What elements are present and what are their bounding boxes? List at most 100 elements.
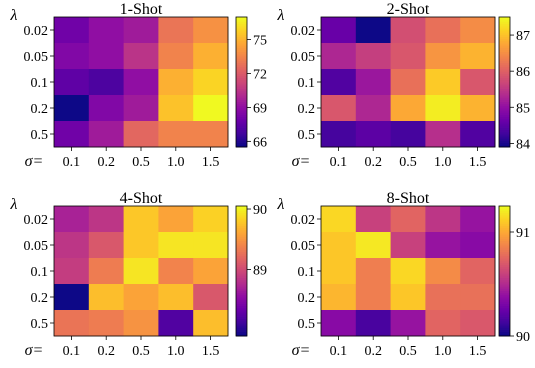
colorbar-segment [499, 316, 510, 320]
heatmap-cell [355, 284, 391, 311]
colorbar-segment [499, 69, 510, 72]
heatmap-cell [425, 232, 461, 259]
colorbar-segment [499, 38, 510, 42]
colorbar-segment [499, 142, 510, 146]
colorbar-segment [236, 327, 247, 330]
colorbar-segment [236, 258, 247, 261]
colorbar-segment [236, 116, 247, 120]
colorbar-tick-label: 66 [253, 135, 267, 150]
colorbar-segment [236, 223, 247, 226]
colorbar-segment [236, 45, 247, 48]
x-tick-label: 0.2 [364, 344, 382, 359]
colorbar-segment [236, 121, 247, 124]
colorbar-segment [499, 64, 510, 68]
colorbar-segment [236, 301, 247, 304]
heatmap-cell [88, 17, 124, 44]
colorbar-segment [236, 144, 247, 148]
colorbar-segment [499, 30, 510, 33]
colorbar-segment [499, 131, 510, 135]
colorbar-segment [499, 58, 510, 61]
colorbar-segment [499, 234, 510, 237]
heatmap-cell [54, 206, 90, 233]
heatmap-cell [390, 310, 426, 337]
colorbar-segment [236, 19, 247, 22]
y-tick-label: 0.5 [298, 128, 316, 143]
heatmap-cell [390, 284, 426, 311]
colorbar-segment [236, 229, 247, 233]
colorbar-segment [236, 275, 247, 278]
colorbar-segment [499, 310, 510, 313]
colorbar-segment [236, 329, 247, 333]
colorbar-segment [236, 73, 247, 76]
colorbar-segment [236, 299, 247, 302]
heatmap-cell [123, 95, 159, 122]
y-tick-label: 0.05 [24, 239, 49, 254]
colorbar-segment [499, 214, 510, 218]
colorbar-segment [499, 71, 510, 74]
colorbar-segment [499, 247, 510, 250]
chart-title: 4-Shot [120, 190, 163, 207]
colorbar-segment [499, 206, 510, 209]
x-tick-label: 0.5 [132, 155, 150, 170]
heatmap-cell [460, 232, 496, 259]
colorbar-segment [499, 290, 510, 294]
colorbar-segment [236, 56, 247, 59]
heatmap-cell [193, 121, 229, 148]
colorbar-segment [499, 260, 510, 263]
colorbar-tick-label: 69 [253, 101, 267, 116]
heatmap-cell [425, 206, 461, 233]
heatmap-cell [355, 69, 391, 96]
colorbar-segment [236, 323, 247, 326]
colorbar-segment [236, 86, 247, 89]
colorbar-segment [236, 58, 247, 61]
colorbar-segment [499, 299, 510, 302]
heatmap-cell [355, 95, 391, 122]
colorbar-segment [499, 134, 510, 137]
heatmap-cell [425, 258, 461, 285]
chart-title: 8-Shot [387, 190, 430, 207]
colorbar-segment [236, 292, 247, 296]
colorbar-segment [499, 281, 510, 285]
heatmap-cell [321, 232, 357, 259]
y-tick-label: 0.05 [24, 50, 49, 65]
colorbar-segment [499, 297, 510, 300]
heatmap-cell [88, 284, 124, 311]
colorbar-segment [499, 210, 510, 213]
heatmap-cell [88, 43, 124, 70]
colorbar-segment [236, 71, 247, 74]
x-tick-label: 0.5 [399, 344, 417, 359]
x-tick-label: 1.5 [469, 344, 487, 359]
colorbar-segment [499, 216, 510, 220]
colorbar-segment [236, 279, 247, 283]
heatmap-cell [193, 232, 229, 259]
colorbar-segment [499, 99, 510, 102]
colorbar-segment [236, 131, 247, 135]
heatmap-cell [158, 95, 194, 122]
heatmap-cell [355, 232, 391, 259]
colorbar-segment [499, 305, 510, 309]
colorbar-segment [499, 103, 510, 107]
heatmap-cell [123, 69, 159, 96]
colorbar-segment [236, 82, 247, 85]
colorbar-segment [236, 34, 247, 37]
colorbar-segment [499, 118, 510, 122]
colorbar-segment [236, 51, 247, 55]
heatmap-cell [88, 206, 124, 233]
heatmap-cell [425, 121, 461, 148]
heatmap-cell [123, 258, 159, 285]
heatmap-cell [460, 69, 496, 96]
colorbar-segment [236, 253, 247, 257]
colorbar-segment [236, 99, 247, 102]
heatmap-cell [123, 43, 159, 70]
colorbar-segment [236, 75, 247, 79]
colorbar-segment [236, 314, 247, 317]
heatmap-cell [54, 17, 90, 44]
colorbar-segment [499, 47, 510, 50]
y-tick-label: 0.1 [298, 76, 316, 91]
colorbar-segment [236, 138, 247, 141]
colorbar-segment [236, 277, 247, 281]
heatmap-cell [158, 17, 194, 44]
heatmap-cell [390, 121, 426, 148]
colorbar-segment [499, 273, 510, 276]
heatmap-cell [321, 43, 357, 70]
